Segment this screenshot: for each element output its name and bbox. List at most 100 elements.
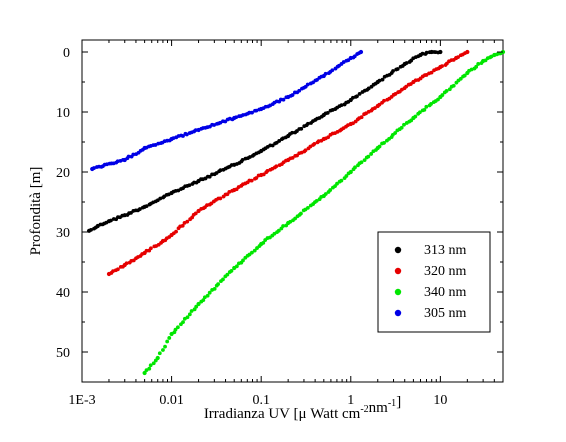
data-point xyxy=(373,106,377,110)
data-point xyxy=(429,70,434,75)
data-point xyxy=(293,216,298,221)
data-point xyxy=(212,287,217,291)
data-point xyxy=(377,78,382,83)
data-point xyxy=(451,83,456,88)
data-point xyxy=(227,189,232,194)
data-point xyxy=(193,128,198,133)
data-point xyxy=(158,196,163,201)
data-point xyxy=(109,218,113,223)
series-2 xyxy=(142,49,506,376)
data-point xyxy=(474,64,479,69)
x-tick-label: 0.1 xyxy=(252,393,270,408)
data-point xyxy=(366,154,371,159)
data-point xyxy=(185,315,190,320)
data-point xyxy=(346,58,351,63)
data-point xyxy=(92,166,96,170)
data-point xyxy=(323,192,328,196)
data-point xyxy=(157,351,162,356)
data-point xyxy=(261,172,266,177)
data-point xyxy=(326,135,331,140)
data-point xyxy=(126,154,131,159)
data-point xyxy=(323,71,328,76)
y-tick-label: 50 xyxy=(56,346,70,361)
data-point xyxy=(207,174,212,179)
data-point xyxy=(252,248,257,253)
data-point xyxy=(355,94,359,99)
data-point xyxy=(151,361,156,366)
data-point xyxy=(276,228,281,233)
data-point xyxy=(339,178,344,183)
data-point xyxy=(229,269,234,273)
data-point xyxy=(153,358,158,363)
y-axis-label: Profondità [m] xyxy=(28,167,44,256)
data-point xyxy=(420,51,425,56)
data-point xyxy=(281,224,285,228)
data-point xyxy=(167,138,172,143)
axis-titles: Irradianza UV [μ Watt cm-2nm-1] Profondit… xyxy=(28,167,401,422)
data-point xyxy=(314,198,319,203)
legend-label: 313 nm xyxy=(424,243,467,258)
data-point xyxy=(187,312,192,317)
data-point xyxy=(148,246,153,251)
data-point xyxy=(124,261,129,266)
data-point xyxy=(256,173,261,178)
data-point xyxy=(257,244,262,248)
data-point xyxy=(241,258,245,263)
data-point xyxy=(290,130,295,135)
data-point xyxy=(131,152,136,157)
data-point xyxy=(148,363,153,368)
data-point xyxy=(153,143,158,147)
data-point xyxy=(391,69,395,73)
data-point xyxy=(382,141,386,145)
data-point xyxy=(377,144,382,149)
data-point xyxy=(89,227,93,232)
data-point xyxy=(218,196,223,201)
data-point xyxy=(319,195,324,199)
legend-label: 320 nm xyxy=(424,264,467,279)
data-point xyxy=(306,121,310,126)
data-point xyxy=(166,192,171,197)
data-point xyxy=(462,73,467,78)
data-point xyxy=(328,188,333,192)
data-point xyxy=(281,97,286,102)
data-point xyxy=(284,158,288,163)
data-point xyxy=(140,252,145,256)
data-point xyxy=(167,336,172,340)
data-point xyxy=(377,102,382,107)
data-point xyxy=(436,50,441,55)
y-tick-label: 40 xyxy=(56,286,70,301)
x-axis-label: Irradianza UV [μ Watt cm-2nm-1] xyxy=(204,394,401,422)
data-point xyxy=(284,223,289,228)
data-point xyxy=(408,82,413,86)
data-point xyxy=(240,157,245,162)
data-point xyxy=(202,295,207,300)
data-point xyxy=(137,207,142,211)
data-point xyxy=(346,171,351,176)
data-point xyxy=(373,81,378,86)
series-0 xyxy=(86,49,443,233)
data-point xyxy=(249,250,254,255)
data-point xyxy=(352,54,357,59)
data-point xyxy=(274,164,279,169)
data-point xyxy=(479,61,484,66)
x-tick-label: 0.01 xyxy=(159,393,184,408)
data-point xyxy=(429,102,433,106)
data-point xyxy=(299,126,304,131)
data-point xyxy=(216,282,221,287)
data-point xyxy=(374,148,378,152)
axes-layer: 1E-3 0.01 0.1 1 10 0 10 20 30 40 50 xyxy=(56,40,504,408)
data-point xyxy=(413,114,418,119)
data-point xyxy=(436,66,441,71)
data-point xyxy=(174,229,178,234)
data-point xyxy=(256,150,261,155)
data-point xyxy=(451,58,456,62)
series-3 xyxy=(90,49,364,172)
data-point xyxy=(194,304,199,309)
data-point xyxy=(115,267,120,272)
series-1 xyxy=(106,49,470,277)
legend: 313 nm 320 nm 340 nm 305 nm xyxy=(377,231,491,333)
data-point xyxy=(230,188,235,193)
data-point xyxy=(305,205,310,210)
data-point xyxy=(144,204,149,209)
data-point xyxy=(185,219,190,224)
